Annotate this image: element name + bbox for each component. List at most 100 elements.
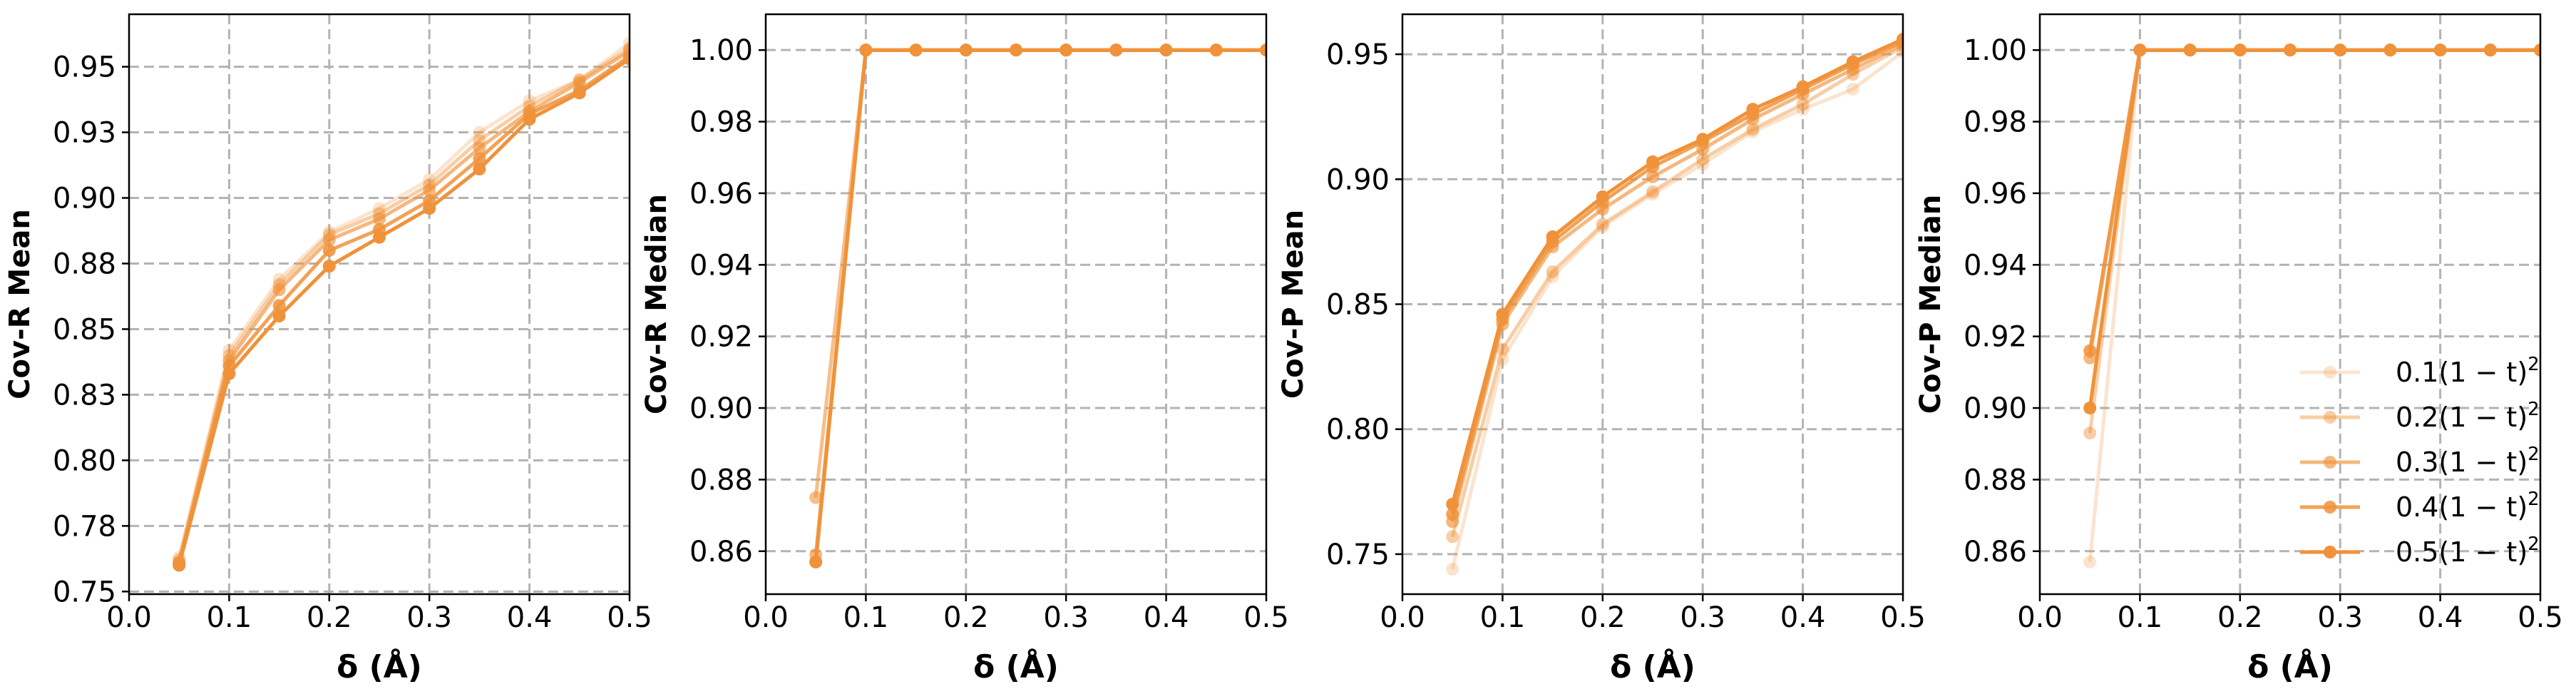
y-tick-label: 0.92 (689, 321, 753, 354)
data-point (523, 94, 536, 108)
data-point (1646, 185, 1659, 198)
data-point (1796, 80, 1810, 93)
data-point (523, 113, 536, 126)
data-point (1646, 170, 1659, 183)
y-tick-label: 0.93 (53, 117, 116, 150)
data-point (1546, 230, 1559, 243)
data-point (1446, 562, 1459, 576)
plot-frame (764, 13, 1268, 596)
data-point (1646, 188, 1659, 201)
y-tick-label: 0.98 (1964, 106, 2027, 139)
data-point (423, 173, 436, 186)
legend-entry: 0.1(1 − t)2 (2396, 354, 2540, 388)
data-point (1446, 530, 1459, 544)
data-point (2083, 344, 2097, 357)
x-tick-label: 0.4 (1780, 601, 1826, 634)
y-tick-label: 0.83 (53, 379, 116, 412)
data-point (2534, 44, 2540, 57)
data-point (173, 558, 186, 572)
y-tick-label: 0.85 (1326, 289, 1390, 322)
data-point (2133, 44, 2147, 57)
data-point (2183, 44, 2197, 57)
series-line-1 (814, 48, 1266, 498)
data-point (1159, 44, 1173, 57)
data-point (1446, 497, 1459, 511)
data-point (1596, 220, 1609, 233)
series-line-3 (1450, 42, 1903, 523)
x-tick-label: 0.4 (1144, 601, 1189, 634)
x-tick-label: 0.0 (2017, 601, 2063, 634)
data-point (1846, 55, 1859, 68)
x-tick-label: 0.2 (943, 601, 989, 634)
x-tick-label: 0.5 (1243, 601, 1289, 634)
legend: 0.1(1 − t)2 0.2(1 − t)2 0.3(1 − t)2 0.4(1 −… (2300, 354, 2540, 568)
legend-entry: 0.3(1 − t)2 (2396, 444, 2540, 478)
data-point (423, 183, 436, 197)
y-tick-label: 0.88 (1964, 464, 2027, 496)
data-point (272, 299, 286, 312)
data-point (809, 555, 823, 568)
series-group (173, 36, 630, 572)
x-tick-label: 0.3 (2317, 601, 2363, 634)
y-tick-label: 1.00 (1964, 34, 2027, 67)
legend-marker (2324, 411, 2336, 424)
y-tick-label: 0.90 (1326, 163, 1390, 196)
data-point (1646, 155, 1659, 168)
data-point (909, 44, 923, 57)
data-point (1746, 123, 1760, 136)
series-line-3 (2088, 48, 2540, 359)
y-tick-label: 0.88 (689, 464, 753, 496)
x-axis-label: δ (Å) (1610, 648, 1695, 685)
data-point (272, 283, 286, 297)
grid (129, 14, 630, 594)
data-point (623, 52, 630, 66)
data-point (573, 86, 586, 100)
data-point (1796, 103, 1810, 116)
series-line-4 (177, 54, 630, 563)
data-point (1546, 270, 1559, 283)
chart-panel-3: 0.0 0.1 0.2 0.3 0.4 0.5 0.75 0.80 0.85 0.90 0.95 δ … (1277, 13, 1926, 685)
data-point (1696, 133, 1710, 146)
x-tick-label: 0.5 (607, 601, 652, 634)
data-point (859, 44, 873, 57)
chart-panel-4: 0.0 0.1 0.2 0.3 0.4 0.5 0.86 0.88 0.90 0.92 0.94 0.… (1914, 13, 2563, 685)
y-tick-label: 0.86 (1964, 536, 2027, 568)
series-line-4 (814, 48, 1266, 563)
series-line-1 (177, 41, 630, 558)
series-line-2 (177, 46, 630, 561)
data-point (1596, 218, 1609, 231)
data-point (2433, 44, 2447, 57)
data-point (1546, 265, 1559, 278)
data-point (2334, 44, 2347, 57)
grid (766, 14, 1266, 594)
series-line-3 (177, 49, 630, 563)
data-point (1696, 153, 1710, 166)
legend-marker (2324, 456, 2336, 469)
y-axis-label: Cov-P Median (1914, 195, 1947, 414)
data-point (959, 44, 973, 57)
legend-marker (2324, 546, 2336, 558)
y-tick-label: 0.80 (53, 444, 116, 477)
data-point (423, 202, 436, 215)
y-tick-label: 0.90 (1964, 392, 2027, 425)
data-point (809, 491, 823, 504)
data-point (473, 152, 486, 165)
series-line-5 (2088, 48, 2540, 409)
y-tick-label: 0.95 (53, 51, 116, 84)
x-tick-label: 0.2 (1580, 601, 1626, 634)
data-point (322, 260, 336, 273)
data-point (373, 212, 386, 225)
legend-entry: 0.5(1 − t)2 (2396, 534, 2540, 568)
data-point (809, 491, 823, 504)
x-tick-label: 0.0 (1380, 601, 1425, 634)
data-point (1209, 44, 1223, 57)
chart-panel-2: 0.0 0.1 0.2 0.3 0.4 0.5 0.86 0.88 0.90 0.92 0.94 0.… (640, 13, 1289, 685)
y-tick-label: 0.88 (53, 248, 116, 280)
data-point (322, 244, 336, 257)
y-tick-label: 0.90 (689, 392, 753, 425)
x-tick-label: 0.0 (743, 601, 789, 634)
x-axis-label: δ (Å) (973, 648, 1059, 685)
y-tick-label: 0.98 (689, 106, 753, 139)
legend-entry: 0.4(1 − t)2 (2396, 489, 2540, 523)
